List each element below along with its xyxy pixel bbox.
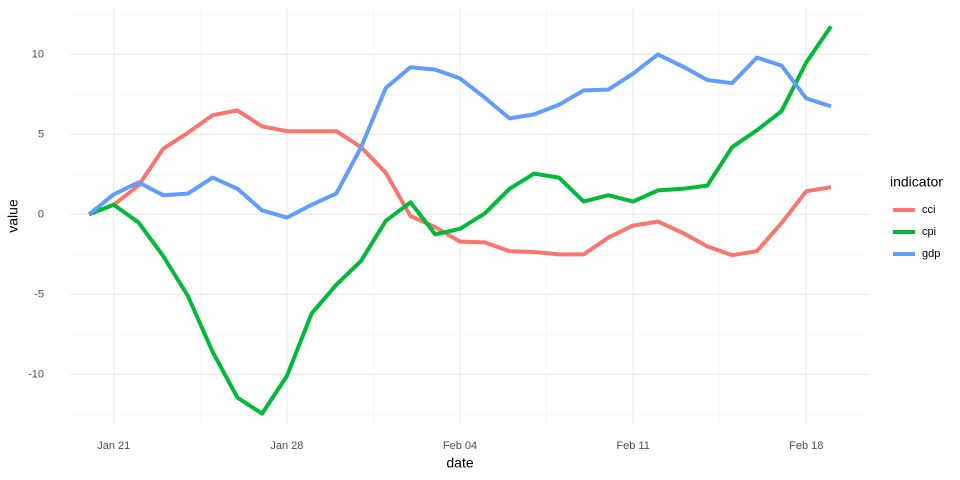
line: [88, 25, 833, 416]
x-tick-label: Jan 28: [270, 440, 303, 452]
legend-label: cpi: [922, 226, 936, 238]
legend-title: indicator: [890, 174, 943, 190]
x-tick-label: Feb 04: [443, 440, 477, 452]
y-tick-label: 5: [38, 128, 44, 140]
x-axis-title: date: [446, 455, 473, 471]
y-tick-label: 0: [38, 208, 44, 220]
line: [87, 52, 832, 220]
y-axis-title: value: [5, 199, 21, 233]
line: [88, 108, 832, 258]
y-tick-label: -10: [28, 368, 44, 380]
legend-label: cci: [922, 204, 935, 216]
x-tick-label: Jan 21: [97, 440, 130, 452]
y-tick-label: 10: [32, 48, 44, 60]
x-tick-label: Feb 18: [789, 440, 823, 452]
y-tick-label: -5: [34, 288, 44, 300]
x-tick-label: Feb 11: [616, 440, 649, 452]
legend-label: gdp: [922, 248, 940, 260]
